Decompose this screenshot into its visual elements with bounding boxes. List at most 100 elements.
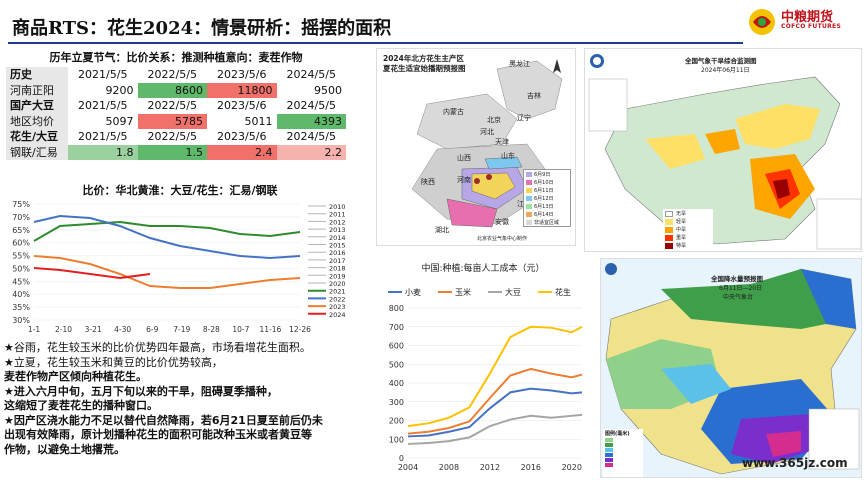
group-header: 花生/大豆 [6,129,68,145]
group-header: 国产大豆 [6,98,68,114]
legend-label: 2018 [329,265,346,273]
year-cell: 2021/5/5 [68,67,138,83]
x-tick-label: 12-26 [289,325,311,334]
ratio-series-line [33,255,301,289]
legend-label: 2021 [329,288,346,296]
value-cell: 2.4 [207,144,277,160]
bullet-line: ★谷雨，花生较玉米的比价优势四年最高，市场看增花生面积。 [4,341,311,354]
legend-label: 轻旱 [676,219,687,225]
x-tick-label: 11-16 [260,325,282,334]
table-row: 河南正阳 9200 8600 11800 9500 [6,82,346,98]
value-cell: 5097 [68,113,138,129]
y-tick-label: 300 [389,398,404,407]
legend-label: 6月13日 [534,204,554,210]
legend-label: 重旱 [676,235,687,241]
y-tick-label: 800 [389,304,404,313]
year-cell: 2024/5/5 [276,129,346,145]
x-tick-label: 3-21 [85,325,102,334]
bullet-line: 作物，以避免土地撂荒。 [4,442,125,456]
legend-label: 2015 [329,242,346,250]
legend-swatch [526,180,532,185]
row-label: 钢联/汇易 [6,144,68,160]
title-underline [8,42,743,44]
legend-label: 2011 [329,211,346,219]
price-ratio-table: 历年立夏节气：比价关系：推测种植意向：麦茬作物 历史 2021/5/5 2022… [6,49,346,160]
analysis-notes: ★谷雨，花生较玉米的比价优势四年最高，市场看增花生面积。 ★立夏，花生较玉米和黄… [4,341,374,457]
bullet-line: 出现有效降雨，原计划播种花生的面积可能改种玉米或者黄豆等 [4,428,312,441]
legend-swatch [526,172,532,177]
legend-label: 特旱 [676,243,687,249]
precip-legend: 图例(毫米) [603,429,643,477]
y-tick-label: 200 [389,417,404,426]
drought-map-date: 2024年06月11日 [701,67,750,74]
legend-label: 大豆 [505,287,521,297]
bullet-line: 这缩短了麦茬花生的播种窗口。 [4,399,158,412]
series-line-花生 [407,325,583,428]
x-tick-label: 2-10 [55,325,72,334]
y-tick-label: 500 [389,360,404,369]
y-tick-label: 35% [12,303,30,312]
y-tick-label: 40% [12,290,30,299]
legend-label: 中旱 [676,227,687,233]
sowing-legend: 6月9日 6月10日 6月11日 6月12日 6月13日 6月14日 非适宜区域 [523,169,571,227]
logo-english-name: COFCO FUTURES [781,23,842,30]
legend-label: 6月11日 [534,188,554,194]
legend-label: 2016 [329,249,346,257]
value-cell: 9500 [276,82,346,98]
y-tick-label: 50% [12,264,30,273]
y-tick-label: 45% [12,277,30,286]
legend-swatch [605,448,613,452]
province-label: 湖北 [435,226,449,234]
y-tick-label: 55% [12,252,30,261]
legend-swatch [665,219,673,225]
legend-label: 2014 [329,234,346,242]
group-header: 历史 [6,67,68,83]
legend-label: 6月9日 [534,172,551,178]
legend-swatch [605,453,613,457]
x-tick-label: 2012 [480,463,500,472]
legend-label: 2010 [329,203,346,211]
year-cell: 2024/5/5 [276,67,346,83]
precipitation-forecast-map: 全国降水量预报图 6月11日—20日 中央气象台 图例(毫米) [600,258,862,478]
legend-swatch [665,211,673,217]
bullet-line: ★立夏，花生较玉米和黄豆的比价优势较高， [4,355,223,369]
north-arrow-icon [553,59,561,73]
x-tick-label: 6-9 [146,325,158,334]
legend-swatch [665,227,673,233]
legend-label: 2022 [329,295,346,303]
bullet-line: 麦茬作物产区倾向种植花生。 [4,370,147,383]
y-tick-label: 65% [12,226,30,235]
y-tick-label: 0 [399,454,404,463]
province-label: 山西 [457,154,471,162]
x-tick-label: 2004 [398,463,418,472]
legend-title: 图例(毫米) [605,431,630,437]
x-tick-label: 8-28 [203,325,220,334]
legend-swatch [526,212,532,217]
x-tick-label: 2016 [521,463,541,472]
table-row: 历史 2021/5/5 2022/5/5 2023/5/6 2024/5/5 [6,67,346,83]
year-cell: 2021/5/5 [68,129,138,145]
table-row: 国产大豆 2021/5/5 2022/5/5 2023/5/6 2024/5/5 [6,98,346,114]
province-label: 陕西 [421,178,435,186]
legend-swatch [605,458,613,462]
cost-chart-title: 中国:种植:每亩人工成本（元） [421,262,544,274]
legend-label: 小麦 [405,287,421,297]
agency-logo-icon [605,263,617,275]
province-label: 北京 [487,116,501,124]
legend-swatch [526,204,532,209]
labor-cost-line-chart: 中国:种植:每亩人工成本（元） 小麦 玉米 大豆 花生 800 700 600 500 400 30… [388,262,583,472]
value-cell: 4393 [276,113,346,129]
precip-map-title: 全国降水量预报图 [711,275,763,283]
x-tick-label: 1-1 [28,325,40,334]
y-tick-label: 30% [12,316,30,325]
legend-swatch [605,438,613,442]
value-cell: 5785 [137,113,207,129]
legend-label: 2019 [329,272,346,280]
precip-map-period: 6月11日—20日 [719,285,763,292]
value-cell: 1.8 [68,144,138,160]
legend-label: 2013 [329,226,346,234]
bullet-line: ★因产区浇水能力不足以替代自然降雨，若6月21日夏至前后仍未 [4,413,323,427]
year-cell: 2022/5/5 [137,98,207,114]
province-label: 内蒙古 [443,108,464,116]
value-cell: 5011 [207,113,277,129]
